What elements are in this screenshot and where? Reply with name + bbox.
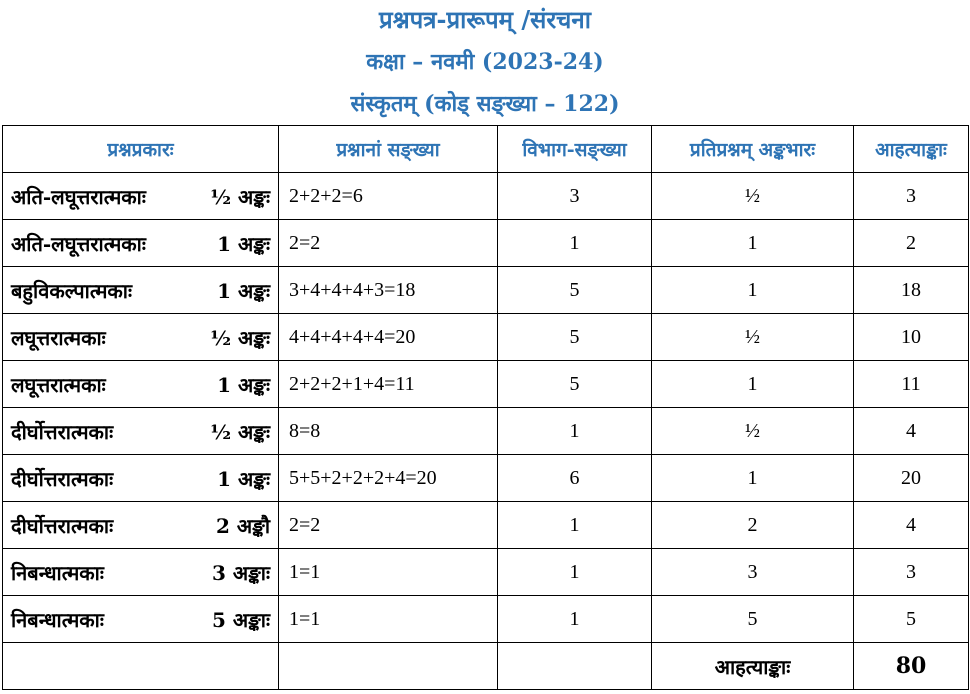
question-type-cell: दीर्घोत्तरात्मकाः ½ अङ्कः [2,407,279,455]
column-header-sections: विभाग-सङ्ख्या [497,125,652,173]
question-type-label: निबन्धात्मकाः [11,560,104,585]
table-row: लघूत्तरात्मकाः 1 अङ्कः 2+2+2+1+4=11 5 1 11 [2,360,969,408]
per-question-marks-cell: 1 [651,266,854,314]
column-header-per-question: प्रतिप्रश्नम् अङ्कभारः [651,125,854,173]
per-question-marks-cell: ½ [651,172,854,220]
question-type-label: अति-लघूत्तरात्मकाः [11,184,146,209]
section-count-cell: 6 [497,454,652,502]
marks-label: 1 अङ्कः [217,278,270,303]
question-type-cell: अति-लघूत्तरात्मकाः ½ अङ्कः [2,172,279,220]
table-row: दीर्घोत्तरात्मकाः 2 अङ्कौ 2=2 1 2 4 [2,501,969,549]
table-row: निबन्धात्मकाः 5 अङ्काः 1=1 1 5 5 [2,595,969,643]
total-marks-cell: 5 [853,595,969,643]
per-question-marks-cell: 1 [651,360,854,408]
question-type-label: लघूत्तरात्मकाः [11,372,106,397]
marks-label: 5 अङ्काः [211,607,270,632]
marks-label: 1 अङ्कः [217,466,270,491]
table-row: बहुविकल्पात्मकाः 1 अङ्कः 3+4+4+4+3=18 5 1 18 [2,266,969,314]
table-row: अति-लघूत्तरात्मकाः ½ अङ्कः 2+2+2=6 3 ½ 3 [2,172,969,220]
question-type-cell: अति-लघूत्तरात्मकाः 1 अङ्कः [2,219,279,267]
question-count-cell: 8=8 [278,407,498,455]
footer-empty-cell [278,642,498,690]
subject-line: संस्कृतम् (कोड् सङ्ख्या – 122) [350,91,620,117]
footer-empty-cell [2,642,279,690]
table-row: दीर्घोत्तरात्मकाः ½ अङ्कः 8=8 1 ½ 4 [2,407,969,455]
section-count-cell: 1 [497,501,652,549]
table-row: दीर्घोत्तरात्मकाः 1 अङ्कः 5+5+2+2+2+4=20 6 1… [2,454,969,502]
table-footer-row: आहत्याङ्काः 80 [2,642,969,690]
question-type-cell: लघूत्तरात्मकाः ½ अङ्कः [2,313,279,361]
section-count-cell: 1 [497,219,652,267]
question-type-label: दीर्घोत्तरात्मकाः [11,466,114,491]
marks-label: ½ अङ्कः [210,419,270,444]
column-header-count: प्रश्नानां सङ्ख्या [278,125,498,173]
marks-label: ½ अङ्कः [210,184,270,209]
question-count-cell: 2=2 [278,501,498,549]
per-question-marks-cell: 5 [651,595,854,643]
table-row: निबन्धात्मकाः 3 अङ्काः 1=1 1 3 3 [2,548,969,596]
section-count-cell: 5 [497,266,652,314]
question-type-label: लघूत्तरात्मकाः [11,325,106,350]
marks-label: 3 अङ्काः [211,560,270,585]
grand-total-label: आहत्याङ्काः [651,642,854,690]
marks-label: 2 अङ्कौ [216,513,270,538]
section-count-cell: 5 [497,360,652,408]
total-marks-cell: 18 [853,266,969,314]
section-count-cell: 1 [497,548,652,596]
question-count-cell: 2+2+2=6 [278,172,498,220]
question-count-cell: 4+4+4+4+4=20 [278,313,498,361]
per-question-marks-cell: 1 [651,219,854,267]
question-count-cell: 5+5+2+2+2+4=20 [278,454,498,502]
table-row: लघूत्तरात्मकाः ½ अङ्कः 4+4+4+4+4=20 5 ½ 10 [2,313,969,361]
per-question-marks-cell: 3 [651,548,854,596]
question-paper-table: प्रश्नप्रकारः प्रश्नानां सङ्ख्या विभाग-स… [2,125,969,690]
total-marks-cell: 3 [853,172,969,220]
column-header-type: प्रश्नप्रकारः [2,125,279,173]
question-type-cell: निबन्धात्मकाः 3 अङ्काः [2,548,279,596]
question-count-cell: 2=2 [278,219,498,267]
per-question-marks-cell: 1 [651,454,854,502]
column-header-total: आहत्याङ्काः [853,125,969,173]
total-marks-cell: 10 [853,313,969,361]
total-marks-cell: 3 [853,548,969,596]
question-type-label: बहुविकल्पात्मकाः [11,278,132,303]
question-count-cell: 2+2+2+1+4=11 [278,360,498,408]
class-line: कक्षा – नवमी (2023-24) [366,49,604,75]
question-count-cell: 3+4+4+4+3=18 [278,266,498,314]
marks-label: 1 अङ्कः [217,231,270,256]
question-type-cell: बहुविकल्पात्मकाः 1 अङ्कः [2,266,279,314]
question-type-cell: दीर्घोत्तरात्मकाः 2 अङ्कौ [2,501,279,549]
total-marks-cell: 4 [853,407,969,455]
marks-label: 1 अङ्कः [217,372,270,397]
total-marks-cell: 4 [853,501,969,549]
question-count-cell: 1=1 [278,595,498,643]
grand-total-value: 80 [853,642,969,690]
page-title: प्रश्नपत्र-प्रारूपम् /संरचना [379,5,591,34]
total-marks-cell: 11 [853,360,969,408]
table-header-row: प्रश्नप्रकारः प्रश्नानां सङ्ख्या विभाग-स… [2,125,969,173]
marks-label: ½ अङ्कः [210,325,270,350]
total-marks-cell: 2 [853,219,969,267]
section-count-cell: 3 [497,172,652,220]
per-question-marks-cell: ½ [651,407,854,455]
question-type-cell: लघूत्तरात्मकाः 1 अङ्कः [2,360,279,408]
footer-empty-cell [497,642,652,690]
total-marks-cell: 20 [853,454,969,502]
table-row: अति-लघूत्तरात्मकाः 1 अङ्कः 2=2 1 1 2 [2,219,969,267]
per-question-marks-cell: ½ [651,313,854,361]
header: प्रश्नपत्र-प्रारूपम् /संरचना कक्षा – नवम… [0,0,970,124]
section-count-cell: 5 [497,313,652,361]
question-count-cell: 1=1 [278,548,498,596]
per-question-marks-cell: 2 [651,501,854,549]
section-count-cell: 1 [497,595,652,643]
question-type-cell: दीर्घोत्तरात्मकाः 1 अङ्कः [2,454,279,502]
question-type-label: दीर्घोत्तरात्मकाः [11,419,114,444]
question-type-label: दीर्घोत्तरात्मकाः [11,513,114,538]
question-type-label: अति-लघूत्तरात्मकाः [11,231,146,256]
question-type-cell: निबन्धात्मकाः 5 अङ्काः [2,595,279,643]
section-count-cell: 1 [497,407,652,455]
question-type-label: निबन्धात्मकाः [11,607,104,632]
